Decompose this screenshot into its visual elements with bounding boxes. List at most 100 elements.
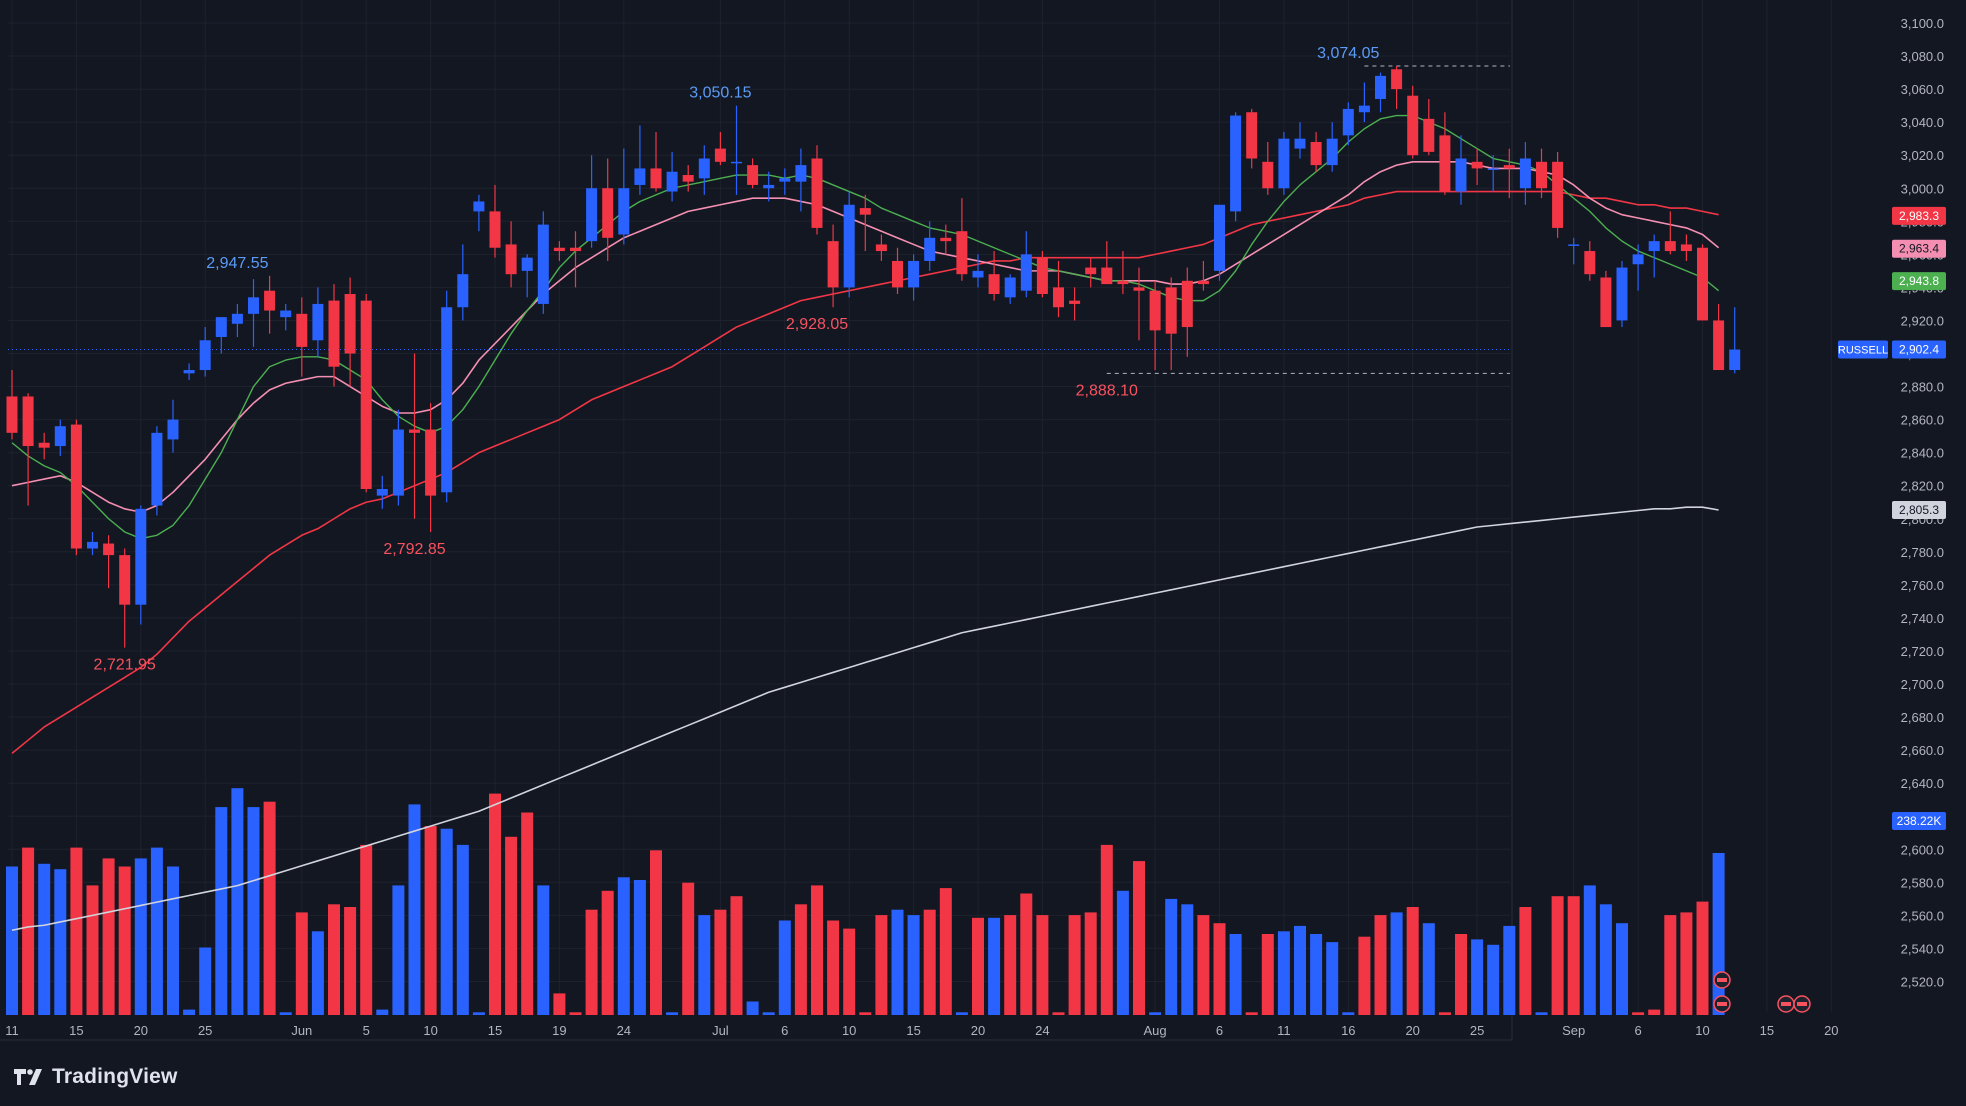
candle-body[interactable]	[87, 541, 98, 549]
candle-body[interactable]	[779, 178, 791, 182]
candle-body[interactable]	[1085, 267, 1097, 275]
candle-body[interactable]	[682, 175, 694, 182]
candle-body[interactable]	[183, 370, 195, 374]
candle-body[interactable]	[151, 432, 163, 506]
candle-body[interactable]	[634, 168, 646, 185]
candle-body[interactable]	[264, 290, 276, 311]
candle-body[interactable]	[1165, 287, 1177, 334]
candle-body[interactable]	[940, 237, 952, 242]
candle-body[interactable]	[360, 300, 372, 490]
candle-body[interactable]	[553, 247, 565, 252]
candle-body[interactable]	[1519, 158, 1531, 189]
candle-body[interactable]	[1536, 161, 1547, 189]
candle-body[interactable]	[1487, 168, 1499, 170]
candle-body[interactable]	[1294, 138, 1306, 149]
candle-body[interactable]	[425, 429, 437, 496]
candle-body[interactable]	[731, 161, 742, 164]
candle-body[interactable]	[666, 171, 678, 192]
candle-body[interactable]	[1230, 115, 1242, 212]
candle-body[interactable]	[248, 297, 259, 314]
symbol-tag[interactable]	[1838, 340, 1888, 359]
candle-body[interactable]	[1375, 75, 1386, 100]
candle-body[interactable]	[859, 208, 871, 215]
candle-body[interactable]	[1053, 287, 1064, 308]
candle-body[interactable]	[1455, 158, 1467, 192]
candle-body[interactable]	[1117, 280, 1129, 285]
candle-body[interactable]	[1697, 247, 1708, 321]
candle-body[interactable]	[6, 396, 18, 433]
candle-body[interactable]	[1342, 108, 1354, 136]
candle-body[interactable]	[747, 165, 759, 185]
candle-body[interactable]	[22, 396, 34, 447]
candle-body[interactable]	[1278, 138, 1290, 189]
candle-body[interactable]	[1729, 349, 1741, 371]
candle-body[interactable]	[344, 294, 356, 354]
candle-body[interactable]	[795, 165, 807, 182]
candle-body[interactable]	[843, 204, 855, 288]
candle-body[interactable]	[586, 188, 598, 242]
candle-body[interactable]	[119, 555, 131, 605]
candle-body[interactable]	[618, 188, 630, 235]
candle-body[interactable]	[1133, 287, 1145, 291]
candle-body[interactable]	[328, 300, 340, 367]
candle-body[interactable]	[1648, 241, 1660, 252]
candle-body[interactable]	[199, 340, 211, 371]
candle-body[interactable]	[1616, 267, 1628, 321]
candle-body[interactable]	[570, 247, 581, 252]
candle-body[interactable]	[70, 424, 82, 549]
candle-body[interactable]	[1246, 112, 1258, 159]
candle-body[interactable]	[650, 168, 662, 189]
candle-body[interactable]	[167, 419, 179, 440]
candle-body[interactable]	[1004, 277, 1016, 298]
candle-body[interactable]	[1326, 138, 1338, 166]
candle-body[interactable]	[215, 317, 227, 337]
candle-body[interactable]	[296, 313, 308, 347]
candle-body[interactable]	[1552, 161, 1564, 228]
candle-body[interactable]	[521, 257, 533, 271]
candle-body[interactable]	[1310, 141, 1322, 166]
candle-body[interactable]	[1423, 118, 1435, 152]
candle-body[interactable]	[441, 307, 453, 493]
candle-body[interactable]	[1503, 165, 1515, 169]
candle-body[interactable]	[135, 508, 147, 605]
candle-body[interactable]	[505, 244, 517, 275]
candle-body[interactable]	[714, 148, 726, 162]
candle-body[interactable]	[1262, 161, 1274, 189]
candle-body[interactable]	[1020, 254, 1032, 291]
candle-body[interactable]	[1713, 320, 1725, 371]
candle-body[interactable]	[1197, 280, 1209, 285]
candle-body[interactable]	[1391, 69, 1403, 90]
candle-body[interactable]	[1584, 251, 1596, 275]
candle-body[interactable]	[537, 224, 549, 304]
candle-body[interactable]	[827, 241, 839, 288]
candle-body[interactable]	[1036, 257, 1048, 295]
candle-body[interactable]	[988, 274, 1000, 295]
candle-body[interactable]	[1600, 277, 1612, 328]
candle-body[interactable]	[280, 310, 292, 318]
tradingview-logo[interactable]: TradingView	[12, 1062, 178, 1092]
candle-body[interactable]	[763, 184, 775, 189]
candle-body[interactable]	[1471, 161, 1483, 169]
candle-body[interactable]	[1407, 95, 1419, 156]
candle-body[interactable]	[972, 270, 984, 278]
candle-body[interactable]	[457, 274, 469, 308]
candle-body[interactable]	[1632, 254, 1644, 265]
candle-body[interactable]	[602, 188, 614, 238]
candle-body[interactable]	[489, 211, 501, 248]
candle-body[interactable]	[1101, 267, 1113, 285]
candle-body[interactable]	[875, 244, 887, 252]
candle-body[interactable]	[312, 303, 324, 341]
candle-body[interactable]	[1664, 241, 1676, 252]
candle-body[interactable]	[1069, 300, 1081, 304]
candle-body[interactable]	[698, 158, 710, 179]
candle-body[interactable]	[409, 429, 420, 433]
candle-body[interactable]	[231, 313, 243, 324]
candle-body[interactable]	[1358, 105, 1370, 113]
candle-body[interactable]	[103, 543, 115, 556]
candle-body[interactable]	[392, 429, 404, 496]
candle-body[interactable]	[956, 231, 968, 275]
candle-body[interactable]	[38, 442, 50, 448]
candle-body[interactable]	[924, 237, 936, 261]
